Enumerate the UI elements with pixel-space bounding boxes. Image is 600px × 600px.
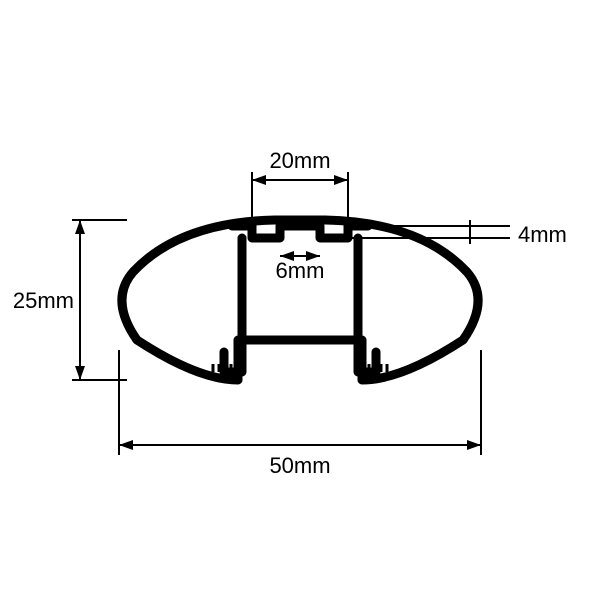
dim-label-slot-inner: 6mm [276, 258, 325, 283]
dim-label-width: 50mm [269, 453, 330, 478]
outer-shell [122, 220, 478, 380]
cross-section-diagram: 50mm 25mm 20mm 6mm 4mm [0, 0, 600, 600]
dim-label-slot-outer: 20mm [269, 148, 330, 173]
dim-label-lip: 4mm [518, 222, 567, 247]
dim-label-height: 25mm [13, 288, 74, 313]
